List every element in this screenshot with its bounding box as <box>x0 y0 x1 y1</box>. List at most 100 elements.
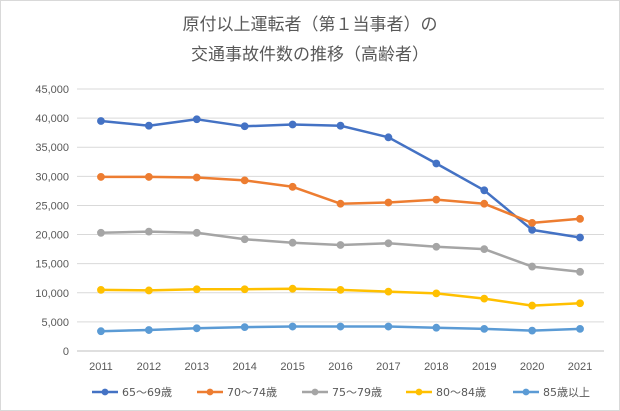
x-tick-label: 2014 <box>232 361 256 373</box>
series-2 <box>97 173 584 227</box>
data-point <box>336 322 345 331</box>
x-tick-label: 2018 <box>424 361 448 373</box>
y-tick-label: 45,000 <box>35 84 69 96</box>
y-tick-label: 20,000 <box>35 230 69 242</box>
data-point <box>480 294 489 303</box>
data-point <box>576 214 584 223</box>
data-point <box>288 322 297 331</box>
data-point <box>97 327 105 336</box>
legend-label: 70～74歳 <box>227 386 277 399</box>
y-tick-label: 25,000 <box>35 200 69 212</box>
data-point <box>336 241 345 249</box>
x-tick-label: 2019 <box>472 361 496 373</box>
data-point <box>384 133 393 142</box>
data-point <box>384 322 393 331</box>
x-tick-label: 2012 <box>137 361 161 373</box>
data-point <box>384 239 393 248</box>
data-point <box>288 238 297 247</box>
legend-swatch-marker <box>206 388 214 396</box>
data-point <box>528 225 537 234</box>
y-tick-label: 30,000 <box>35 171 69 183</box>
data-point <box>336 285 345 294</box>
y-tick-label: 35,000 <box>35 142 69 154</box>
data-point <box>336 121 345 130</box>
x-tick-label: 2017 <box>376 361 400 373</box>
data-point <box>192 173 201 182</box>
data-point <box>144 227 153 236</box>
data-point <box>288 284 297 293</box>
chart-title-line-1: 原付以上運転者（第１当事者）の <box>183 15 438 35</box>
data-point <box>192 115 201 124</box>
data-point <box>480 199 489 208</box>
y-tick-label: 0 <box>63 346 69 358</box>
x-tick-label: 2013 <box>185 361 209 373</box>
legend-item: 75～79歳 <box>302 386 382 399</box>
data-point <box>432 289 441 298</box>
data-point <box>192 324 201 333</box>
legend: 65～69歳 70～74歳 75～79歳 80～84歳 85歳以上 <box>92 386 590 399</box>
data-point <box>97 117 105 125</box>
data-point <box>240 122 249 131</box>
x-tick-label: 2015 <box>280 361 304 373</box>
y-tick-label: 5,000 <box>41 317 69 329</box>
x-tick-label: 2016 <box>328 361 352 373</box>
legend-item: 65～69歳 <box>92 386 172 399</box>
y-tick-label: 15,000 <box>35 259 69 271</box>
data-point <box>528 219 537 227</box>
data-point <box>288 182 297 191</box>
data-point <box>97 285 105 294</box>
data-point <box>336 199 345 208</box>
series-3 <box>97 227 584 276</box>
data-point <box>576 299 584 308</box>
data-point <box>240 323 249 332</box>
data-point <box>192 228 201 237</box>
data-point <box>528 326 537 335</box>
x-tick-label: 2020 <box>520 361 544 373</box>
data-point <box>528 301 537 310</box>
x-axis-ticks: 2011 2012 2013 2014 2015 2016 2017 2018 2019 2020… <box>89 361 592 373</box>
legend-swatch-marker <box>311 388 319 396</box>
data-point <box>576 267 584 276</box>
data-point <box>576 233 584 242</box>
data-point <box>240 285 249 294</box>
data-point <box>480 324 489 333</box>
data-point <box>192 285 201 294</box>
x-tick-label: 2011 <box>89 361 113 373</box>
legend-swatch-marker <box>415 388 423 396</box>
legend-label: 75～79歳 <box>332 386 382 399</box>
y-axis-ticks: 0 5,000 10,000 15,000 20,000 25,000 30,000 35,0… <box>35 84 69 358</box>
data-point <box>97 228 105 237</box>
legend-item: 85歳以上 <box>513 386 590 399</box>
data-point <box>480 245 489 254</box>
legend-swatch-marker <box>101 388 109 396</box>
chart-title-line-2: 交通事故件数の推移（高齢者） <box>191 45 429 65</box>
data-point <box>384 287 393 296</box>
data-point <box>144 286 153 295</box>
data-point <box>240 176 249 185</box>
data-point <box>576 324 584 333</box>
data-point <box>480 186 489 195</box>
series-5 <box>97 322 584 336</box>
data-point <box>288 120 297 129</box>
data-point <box>528 262 537 271</box>
legend-item: 80～84歳 <box>406 386 486 399</box>
data-point <box>432 195 441 204</box>
x-tick-label: 2021 <box>568 361 592 373</box>
legend-item: 70～74歳 <box>197 386 277 399</box>
data-point <box>97 173 105 181</box>
series-4 <box>97 284 584 310</box>
legend-label: 65～69歳 <box>122 386 172 399</box>
y-tick-label: 40,000 <box>35 113 69 125</box>
legend-swatch-marker <box>522 388 530 396</box>
data-point <box>384 198 393 207</box>
legend-label: 80～84歳 <box>436 386 486 399</box>
data-point <box>432 159 441 168</box>
series-1 <box>97 115 584 242</box>
series-lines <box>97 115 584 336</box>
y-tick-label: 10,000 <box>35 288 69 300</box>
data-point <box>144 121 153 130</box>
data-point <box>432 242 441 251</box>
